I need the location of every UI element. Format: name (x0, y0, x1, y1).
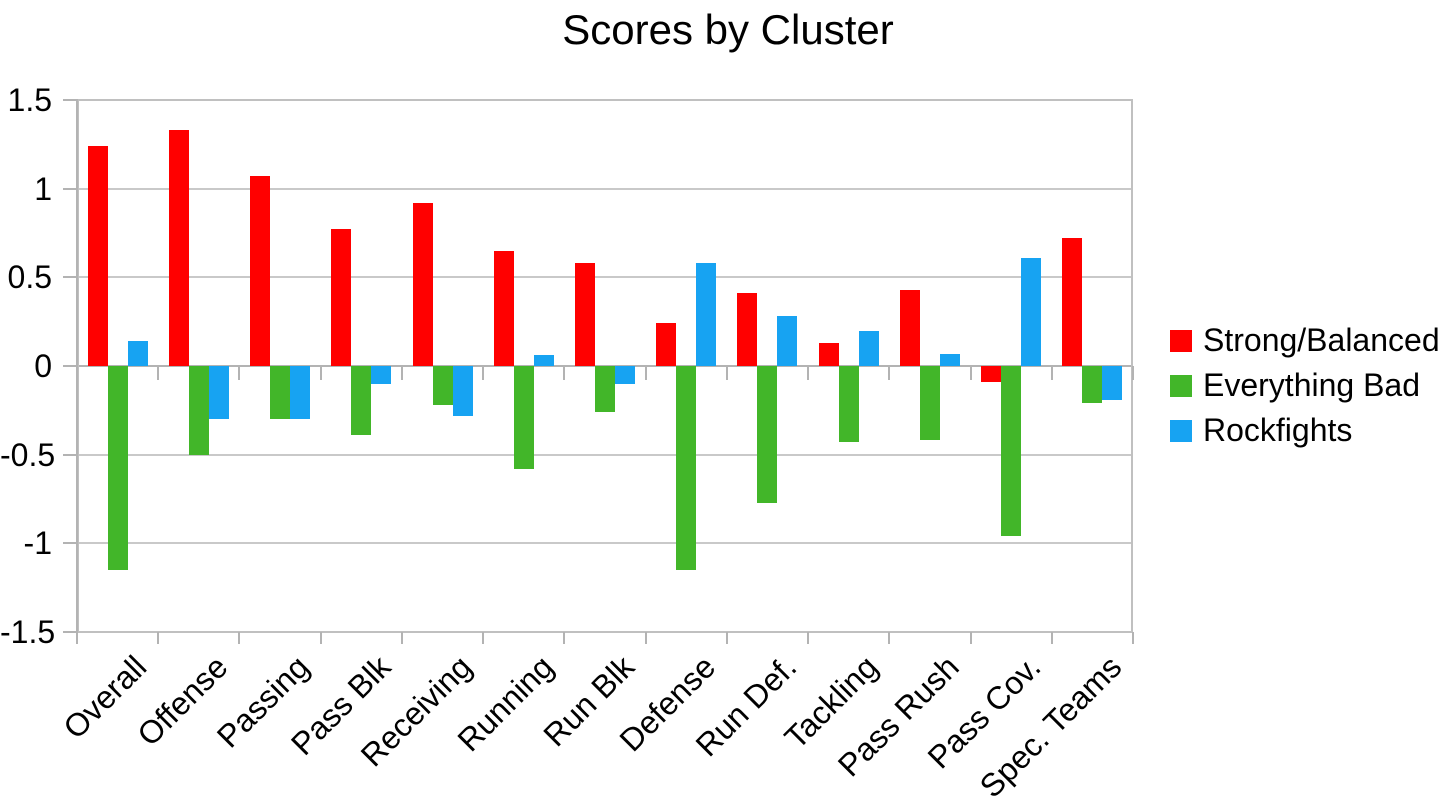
gridline (77, 542, 1133, 545)
bar-rockfights-pass-blk (371, 366, 392, 384)
x-axis-tick (482, 632, 485, 644)
bar-rockfights-defense (696, 263, 717, 366)
bar-strong-balanced-pass-rush (899, 289, 920, 366)
y-axis-tick (63, 542, 77, 545)
x-axis-tick (969, 366, 972, 380)
x-axis-tick (1132, 366, 1134, 380)
bar-strong-balanced-run-def (737, 293, 758, 366)
y-axis-tick (63, 276, 77, 279)
x-axis-tick (400, 632, 403, 644)
bar-everything-bad-receiving (432, 366, 453, 405)
y-axis-tick (63, 365, 77, 367)
bar-everything-bad-pass-rush (919, 366, 940, 441)
bar-everything-bad-tackling (838, 366, 859, 443)
chart-title: Scores by Cluster (562, 6, 894, 53)
x-axis-tick (1050, 366, 1053, 380)
bar-strong-balanced-pass-blk (331, 229, 352, 366)
bar-strong-balanced-receiving (412, 202, 433, 366)
bar-strong-balanced-pass-cov (981, 366, 1002, 382)
legend-swatch-strong-balanced (1170, 329, 1192, 352)
y-axis-label: 1.5 (7, 82, 52, 118)
bar-strong-balanced-tackling (818, 342, 839, 366)
y-axis-label: -1 (23, 525, 52, 562)
legend-label: Strong/Balanced (1203, 322, 1440, 358)
bar-strong-balanced-spec-teams (1062, 238, 1083, 366)
x-axis-tick (969, 632, 972, 644)
y-axis-label: -0.5 (0, 436, 56, 473)
gridline (77, 276, 1133, 279)
legend-swatch-rockfights (1170, 419, 1192, 442)
x-axis-tick (644, 366, 647, 380)
bar-rockfights-receiving (452, 366, 473, 416)
bar-strong-balanced-running (493, 250, 514, 366)
x-axis-tick (563, 632, 566, 644)
bar-everything-bad-run-blk (595, 366, 615, 413)
gridline (77, 453, 1133, 456)
bar-strong-balanced-defense (656, 323, 677, 366)
x-axis-tick (238, 632, 241, 644)
bar-everything-bad-offense (188, 366, 209, 455)
y-axis-label: -1.5 (0, 614, 56, 650)
x-axis-tick (888, 366, 891, 380)
bar-strong-balanced-overall (87, 146, 108, 366)
x-axis-tick (563, 366, 566, 380)
legend: Strong/Balanced Everything Bad Rockfights (1170, 318, 1440, 453)
bar-everything-bad-defense (676, 366, 697, 570)
y-axis-label: 0.5 (7, 259, 52, 296)
x-axis-tick (157, 366, 160, 380)
x-axis-tick (319, 632, 322, 644)
legend-item-everything-bad: Everything Bad (1170, 363, 1440, 408)
x-axis-tick (157, 632, 160, 644)
x-axis-tick (888, 632, 891, 644)
x-axis-tick (482, 366, 485, 380)
gridline (77, 187, 1133, 190)
bar-everything-bad-pass-blk (351, 366, 372, 436)
legend-item-strong-balanced: Strong/Balanced (1170, 318, 1440, 363)
bar-rockfights-overall (127, 341, 148, 366)
bar-rockfights-pass-cov (1021, 257, 1042, 366)
x-axis-tick (807, 632, 810, 644)
y-axis-label: 1 (34, 170, 52, 207)
y-axis-label: 0 (34, 348, 52, 384)
bar-rockfights-running (533, 355, 554, 366)
bar-rockfights-run-def (777, 316, 798, 366)
y-axis-tick (63, 631, 77, 633)
x-axis-tick (76, 366, 78, 380)
x-axis-tick (725, 366, 728, 380)
bar-everything-bad-pass-cov (1001, 366, 1022, 537)
bar-strong-balanced-run-blk (575, 263, 595, 366)
bar-everything-bad-passing (270, 366, 291, 420)
bar-rockfights-pass-rush (939, 353, 960, 366)
x-axis-tick (76, 632, 78, 644)
x-axis-tick (1132, 632, 1134, 644)
bar-rockfights-tackling (858, 330, 879, 366)
bar-strong-balanced-offense (168, 130, 189, 366)
x-axis-tick (725, 632, 728, 644)
x-axis-tick (807, 366, 810, 380)
legend-swatch-everything-bad (1170, 374, 1192, 397)
y-axis-tick (63, 99, 77, 101)
x-axis-tick (319, 366, 322, 380)
x-axis-tick (644, 632, 647, 644)
bar-rockfights-spec-teams (1102, 366, 1123, 400)
bar-everything-bad-run-def (757, 366, 778, 503)
x-axis-tick (400, 366, 403, 380)
legend-item-rockfights: Rockfights (1170, 408, 1440, 453)
x-axis-tick (1050, 632, 1053, 644)
bar-rockfights-run-blk (615, 366, 635, 384)
x-axis-tick (238, 366, 241, 380)
bar-everything-bad-running (513, 366, 534, 469)
bar-everything-bad-overall (107, 366, 128, 570)
y-axis-tick (63, 187, 77, 190)
y-axis-tick (63, 453, 77, 456)
bar-strong-balanced-passing (250, 176, 271, 366)
bar-rockfights-offense (208, 366, 229, 420)
bar-everything-bad-spec-teams (1082, 366, 1103, 404)
bar-rockfights-passing (290, 366, 311, 420)
legend-label: Rockfights (1203, 412, 1353, 448)
legend-label: Everything Bad (1203, 367, 1421, 403)
